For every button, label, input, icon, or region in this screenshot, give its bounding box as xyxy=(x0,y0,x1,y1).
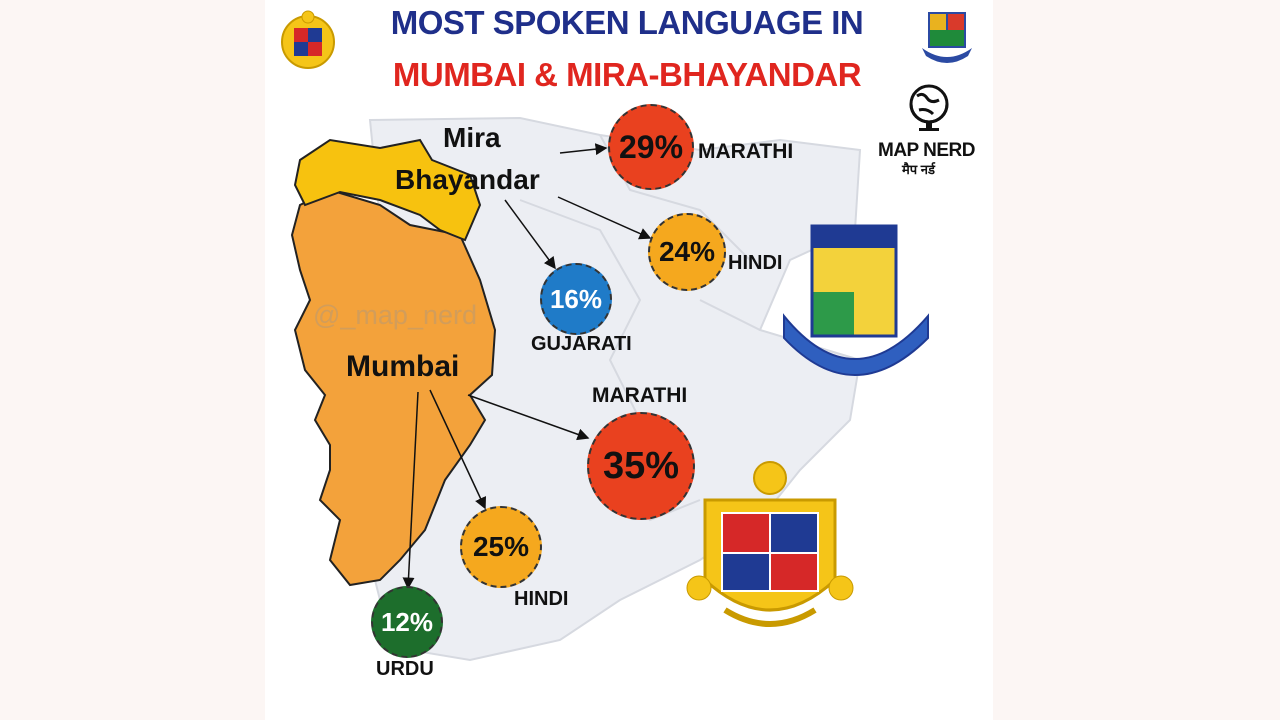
arrow-mira-marathi xyxy=(559,143,608,156)
arrow-mira-gujarati xyxy=(504,199,556,270)
label-bhayandar: Bhayandar xyxy=(395,164,540,195)
mumbai-region xyxy=(290,188,497,587)
title-line-2: MUMBAI & MIRA-BHAYANDAR xyxy=(392,56,862,93)
mira-marathi-percent-circle: 29% xyxy=(608,104,694,190)
watermark: @_map_nerd xyxy=(313,300,478,330)
university-emblem-icon xyxy=(922,12,972,63)
mira-hindi-label: HINDI xyxy=(728,252,783,274)
mumbai-marathi-percent-circle: 35% xyxy=(587,412,695,520)
arrow-mumbai-hindi xyxy=(429,389,487,510)
mumbai-hindi-percent-circle: 25% xyxy=(460,506,542,588)
mira-gujarati-percent-circle: 16% xyxy=(540,263,612,335)
mumbai-urdu-label: URDU xyxy=(376,658,434,680)
mira-gujarati-label: GUJARATI xyxy=(531,333,632,355)
arrow-mira-hindi xyxy=(557,196,652,240)
mira-hindi-percent-circle: 24% xyxy=(648,213,726,291)
label-mumbai: Mumbai xyxy=(346,350,460,383)
bmc-large-emblem-icon xyxy=(686,461,854,627)
mira-bhayandar-region xyxy=(293,138,482,242)
globe-icon xyxy=(909,84,949,131)
brand-name-hindi: मैप नर्ड xyxy=(902,162,935,177)
arrow-mumbai-urdu xyxy=(402,391,419,590)
mira-marathi-label: MARATHI xyxy=(698,140,794,163)
brand-name: MAP NERD xyxy=(878,140,976,161)
mumbai-urdu-percent-circle: 12% xyxy=(371,586,443,658)
arrow-mumbai-marathi xyxy=(467,394,590,441)
label-mira: Mira xyxy=(443,122,501,153)
title-line-1: MOST SPOKEN LANGUAGE IN xyxy=(390,4,864,41)
mbmc-emblem-icon xyxy=(783,224,929,376)
mumbai-marathi-label: MARATHI xyxy=(592,384,688,407)
bmc-emblem-icon xyxy=(281,10,335,69)
mumbai-hindi-label: HINDI xyxy=(514,588,569,610)
